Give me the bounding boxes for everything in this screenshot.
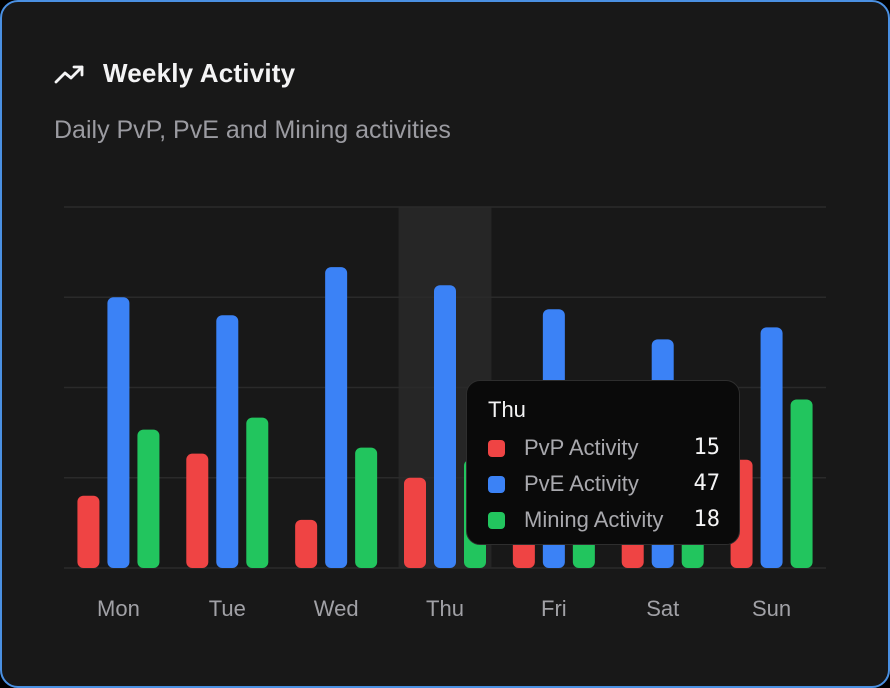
bar-pvp-activity-thu[interactable] <box>404 477 426 568</box>
tooltip-value: 47 <box>693 471 721 496</box>
tooltip-label: Mining Activity <box>524 507 664 532</box>
tooltip-label: PvP Activity <box>524 435 639 460</box>
tooltip-swatch <box>488 512 505 529</box>
card-header: Weekly Activity <box>54 58 295 89</box>
tooltip-value: 18 <box>693 507 721 532</box>
tooltip-value: 15 <box>693 435 721 460</box>
bar-pvp-activity-tue[interactable] <box>186 453 209 568</box>
x-tick-label: Sun <box>752 596 791 621</box>
tooltip-row: PvE Activity 47 <box>488 469 728 499</box>
x-tick-label: Sat <box>646 596 679 621</box>
x-tick-label: Fri <box>541 596 567 621</box>
bar-mining-activity-mon[interactable] <box>137 429 160 568</box>
bar-pvp-activity-mon[interactable] <box>77 495 100 568</box>
bar-pvp-activity-wed[interactable] <box>295 519 318 568</box>
bar-mining-activity-wed[interactable] <box>355 447 378 568</box>
card-subtitle: Daily PvP, PvE and Mining activities <box>54 116 451 144</box>
x-tick-label: Wed <box>314 596 359 621</box>
bar-pve-activity-sun[interactable] <box>760 327 783 568</box>
card-title: Weekly Activity <box>103 58 296 88</box>
bar-pve-activity-thu[interactable] <box>434 285 456 568</box>
chart-tooltip: Thu PvP Activity 15 PvE Activity 47 Mining A… <box>466 380 740 545</box>
bar-pve-activity-mon[interactable] <box>107 297 130 568</box>
trending-up-icon <box>54 65 84 83</box>
x-tick-label: Tue <box>209 596 246 621</box>
x-tick-label: Mon <box>97 596 140 621</box>
bar-pve-activity-tue[interactable] <box>216 315 239 568</box>
tooltip-row: Mining Activity 18 <box>488 505 728 535</box>
tooltip-label: PvE Activity <box>524 471 639 496</box>
tooltip-row: PvP Activity 15 <box>488 433 728 463</box>
tooltip-title: Thu <box>488 397 526 422</box>
bar-mining-activity-tue[interactable] <box>246 417 269 568</box>
bar-pve-activity-wed[interactable] <box>325 267 348 568</box>
tooltip-swatch <box>488 476 505 493</box>
tooltip-swatch <box>488 440 505 457</box>
bar-mining-activity-sun[interactable] <box>790 399 813 568</box>
x-tick-label: Thu <box>426 596 464 621</box>
